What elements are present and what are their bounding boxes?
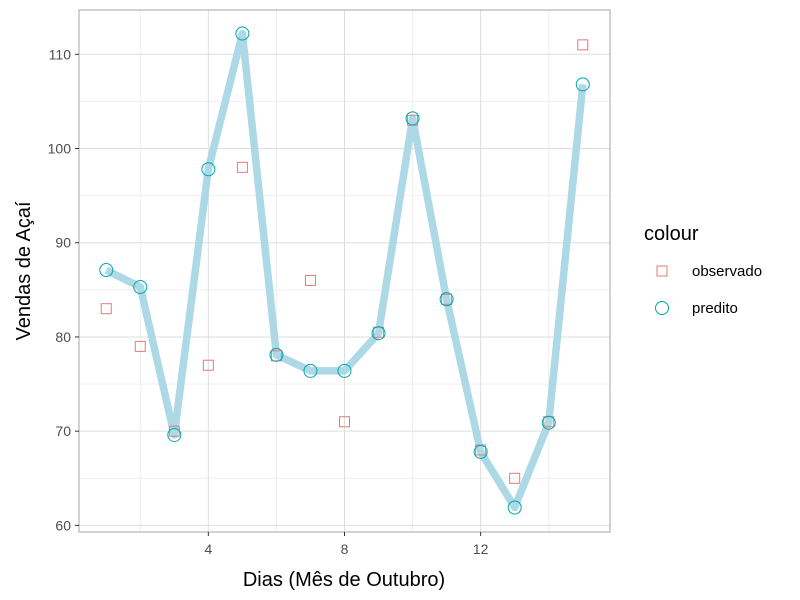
- observado-point: [236, 161, 248, 173]
- observado-point: [202, 359, 214, 371]
- y-tick-label: 110: [49, 46, 72, 62]
- predito-point: [133, 280, 148, 295]
- prediction-line-path: [104, 29, 587, 512]
- x-axis-title: Dias (Mês de Outubro): [243, 569, 445, 591]
- observado-point: [577, 39, 589, 51]
- legend: colour observado predito: [644, 223, 762, 317]
- predito-point: [337, 363, 352, 378]
- data-points: [99, 26, 590, 515]
- predito-point: [201, 162, 216, 177]
- legend-title: colour: [644, 223, 699, 245]
- observado-point: [270, 350, 282, 362]
- observado-point: [339, 416, 350, 428]
- y-tick-label: 70: [55, 423, 71, 439]
- legend-label: predito: [692, 300, 738, 317]
- predito-point: [473, 444, 488, 459]
- predito-point: [541, 415, 556, 430]
- y-tick-label: 90: [55, 235, 71, 251]
- legend-label: observado: [692, 263, 762, 280]
- predito-point: [167, 427, 182, 442]
- y-axis-ticks: 60 70 80 90 100 110: [48, 46, 79, 533]
- legend-key-observado: [656, 265, 668, 277]
- legend-key-predito: [655, 301, 669, 315]
- x-tick-label: 8: [341, 541, 349, 557]
- predito-point: [575, 77, 590, 92]
- predito-point: [235, 26, 250, 41]
- grid-major: [79, 10, 610, 532]
- predito-point: [439, 292, 454, 307]
- y-tick-label: 100: [48, 141, 72, 157]
- prediction-line: [104, 29, 587, 512]
- predito-point: [303, 363, 318, 378]
- observado-point: [134, 340, 146, 352]
- predito-point: [99, 263, 114, 278]
- y-tick-label: 60: [55, 517, 71, 533]
- predito-point: [269, 347, 284, 362]
- y-axis-title: Vendas de Açaí: [13, 201, 35, 340]
- predito-point: [371, 326, 386, 341]
- predito-point: [405, 111, 420, 126]
- x-tick-label: 4: [204, 541, 212, 557]
- x-axis-ticks: 4 8 12: [204, 532, 489, 557]
- observado-point: [543, 416, 555, 428]
- observado-point: [304, 274, 316, 286]
- observado-point: [509, 472, 521, 484]
- x-tick-label: 12: [473, 541, 489, 557]
- predito-point: [507, 500, 522, 515]
- observado-point: [373, 326, 385, 338]
- observado-point: [441, 293, 453, 305]
- observado-point: [100, 303, 112, 315]
- y-tick-label: 80: [55, 329, 71, 345]
